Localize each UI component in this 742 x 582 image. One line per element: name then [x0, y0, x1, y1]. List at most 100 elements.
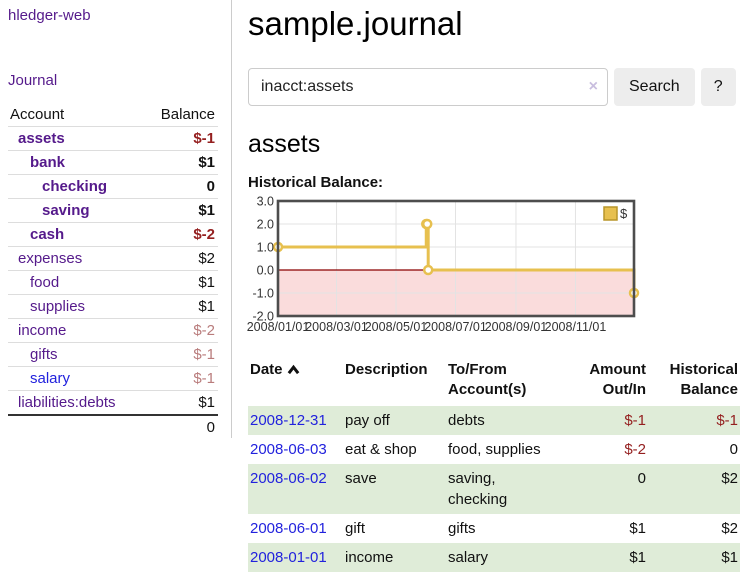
account-balance: $1: [198, 274, 215, 291]
transaction-accounts: debts: [448, 412, 485, 429]
transaction-balance: $1: [721, 549, 738, 566]
transaction-date-link[interactable]: 2008-01-01: [250, 549, 327, 566]
account-link-bank[interactable]: bank: [30, 154, 66, 171]
transaction-date-link[interactable]: 2008-06-03: [250, 441, 327, 458]
account-link-food[interactable]: food: [30, 274, 60, 291]
register-row: 2008-01-01 income salary $1 $1: [248, 543, 740, 572]
account-row-supplies: supplies $1: [8, 294, 218, 319]
transaction-accounts: gifts: [448, 520, 476, 537]
historical-balance-chart: 3.0 2.0 1.0 0.0 -1.0 -2.0 2008/01/01 2008/03/01…: [247, 195, 742, 338]
transaction-date-link[interactable]: 2008-12-31: [250, 412, 327, 429]
main-content: sample.journal × Search ? assets Histori…: [247, 0, 742, 572]
register-row: 2008-06-01 gift gifts $1 $2: [248, 514, 740, 543]
account-row-salary: salary $-1: [8, 366, 218, 391]
transaction-date-link[interactable]: 2008-06-02: [250, 470, 327, 487]
register-table: Date Description To/From Account(s) Amou…: [248, 358, 740, 572]
svg-text:3.0: 3.0: [257, 195, 274, 209]
transaction-amount: $-1: [624, 412, 646, 429]
account-link-supplies[interactable]: supplies: [30, 298, 86, 315]
svg-text:1.0: 1.0: [257, 241, 274, 255]
register-header-balance: Historical Balance: [669, 361, 738, 398]
chart-title: Historical Balance:: [248, 174, 384, 191]
register-header-date[interactable]: Date: [248, 358, 343, 406]
transaction-accounts: salary: [448, 549, 489, 566]
account-balance: 0: [206, 178, 215, 195]
app-brand-link[interactable]: hledger-web: [8, 7, 91, 24]
account-balance: $1: [198, 154, 215, 171]
search-input[interactable]: [248, 68, 608, 106]
account-row-expenses: expenses $2: [8, 246, 218, 271]
search-button[interactable]: Search: [614, 68, 695, 106]
accounts-header-balance: Balance: [160, 106, 215, 123]
account-link-salary[interactable]: salary: [30, 370, 71, 387]
register-header-row: Date Description To/From Account(s) Amou…: [248, 358, 740, 406]
clear-search-icon[interactable]: ×: [588, 78, 598, 95]
transaction-description: eat & shop: [345, 441, 417, 458]
transaction-description: income: [345, 549, 394, 566]
account-link-saving[interactable]: saving: [42, 202, 90, 219]
transaction-balance: $2: [721, 470, 738, 487]
svg-text:2008/03/01: 2008/03/01: [305, 320, 368, 334]
transaction-balance: 0: [729, 441, 738, 458]
accounts-total-row: 0: [8, 415, 218, 439]
account-balance: $1: [198, 202, 215, 219]
register-header-description: Description: [345, 361, 428, 378]
account-link-income[interactable]: income: [18, 322, 67, 339]
transaction-description: gift: [345, 520, 366, 537]
transaction-amount: 0: [637, 470, 646, 487]
svg-text:2008/11/01: 2008/11/01: [545, 320, 607, 334]
sort-ascending-icon[interactable]: [287, 361, 300, 381]
svg-text:-2.0: -2.0: [252, 310, 274, 324]
account-link-cash[interactable]: cash: [30, 226, 65, 243]
account-link-gifts[interactable]: gifts: [30, 346, 58, 363]
register-row: 2008-06-02 save saving, checking 0 $2: [248, 464, 740, 514]
svg-text:2008/09/01: 2008/09/01: [485, 320, 548, 334]
account-row-bank: bank $1: [8, 150, 218, 175]
account-row-income: income $-2: [8, 318, 218, 343]
transaction-accounts: saving, checking: [448, 470, 508, 508]
account-row-liabilities-debts: liabilities:debts $1: [8, 390, 218, 416]
account-balance: $-1: [193, 370, 215, 387]
account-balance: $-2: [193, 322, 215, 339]
transaction-accounts: food, supplies: [448, 441, 541, 458]
account-row-checking: checking 0: [8, 174, 218, 199]
transaction-amount: $1: [629, 520, 646, 537]
account-row-food: food $1: [8, 270, 218, 295]
transaction-date-link[interactable]: 2008-06-01: [250, 520, 327, 537]
svg-text:2.0: 2.0: [257, 218, 274, 232]
page-title: sample.journal: [248, 5, 463, 42]
account-row-gifts: gifts $-1: [8, 342, 218, 367]
svg-text:0.0: 0.0: [257, 264, 274, 278]
search-form: × Search ?: [248, 68, 742, 106]
sidebar-item-journal[interactable]: Journal: [8, 72, 58, 89]
account-balance: $-1: [193, 130, 215, 147]
account-row-assets: assets $-1: [8, 126, 218, 151]
account-balance: $1: [198, 394, 215, 411]
account-link-expenses[interactable]: expenses: [18, 250, 83, 267]
accounts-header-account: Account: [10, 106, 65, 123]
transaction-amount: $-2: [624, 441, 646, 458]
register-row: 2008-06-03 eat & shop food, supplies $-2…: [248, 435, 740, 464]
accounts-total-balance: 0: [206, 419, 215, 436]
svg-text:2008/01/01: 2008/01/01: [247, 320, 310, 334]
account-balance: $1: [198, 298, 215, 315]
sidebar: hledger-web Journal Account Balance asse…: [0, 0, 232, 438]
accounts-table: Account Balance assets $-1 bank $1 check…: [8, 103, 218, 439]
account-balance: $-1: [193, 346, 215, 363]
register-row: 2008-12-31 pay off debts $-1 $-1: [248, 406, 740, 435]
svg-text:$: $: [620, 206, 628, 221]
account-row-saving: saving $1: [8, 198, 218, 223]
transaction-description: save: [345, 470, 377, 487]
transaction-balance: $-1: [716, 412, 738, 429]
account-balance: $2: [198, 250, 215, 267]
transaction-description: pay off: [345, 412, 390, 429]
account-heading: assets: [248, 130, 321, 158]
transaction-balance: $2: [721, 520, 738, 537]
account-link-assets[interactable]: assets: [18, 130, 65, 147]
help-button[interactable]: ?: [700, 68, 736, 106]
svg-text:2008/07/01: 2008/07/01: [424, 320, 487, 334]
svg-text:-1.0: -1.0: [252, 287, 274, 301]
account-link-liabilities-debts[interactable]: liabilities:debts: [18, 394, 116, 411]
accounts-header-row: Account Balance: [8, 103, 218, 127]
account-link-checking[interactable]: checking: [42, 178, 108, 195]
